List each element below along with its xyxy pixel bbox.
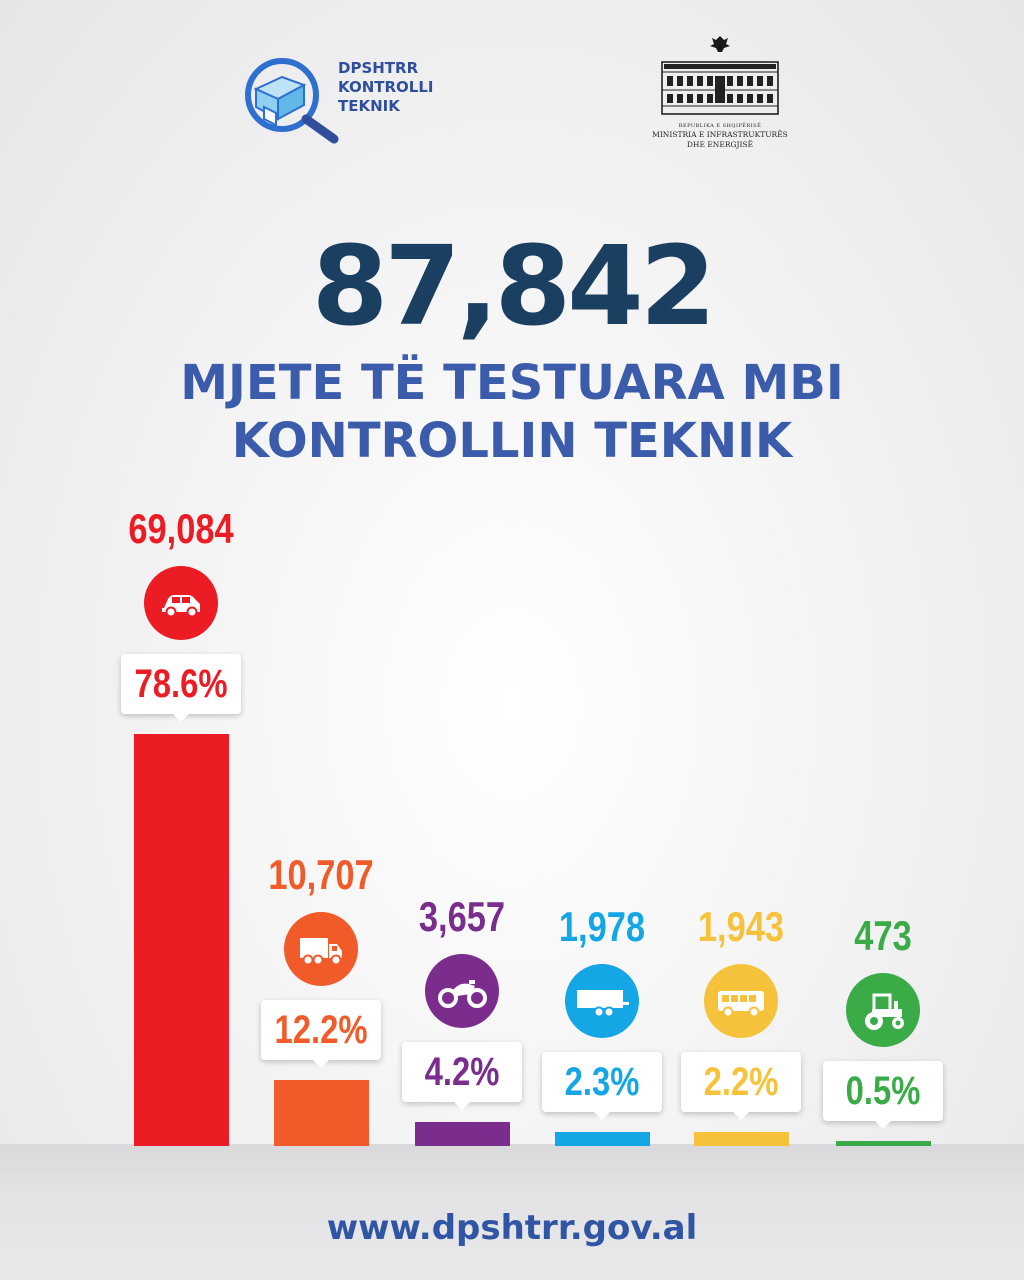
- percent-callout-car: 78.6%: [121, 654, 241, 722]
- headline-subtitle: MJETE TË TESTUARA MBI KONTROLLIN TEKNIK: [0, 354, 1024, 470]
- bar-trailer: [554, 1132, 650, 1146]
- ministry-building-icon: [661, 36, 779, 115]
- trailer-icon: [565, 964, 639, 1038]
- ministry-logo: REPUBLIKA E SHQIPËRISË MINISTRIA E INFRA…: [640, 36, 800, 151]
- total-vehicles: 87,842: [311, 222, 716, 350]
- value-label-truck: 10,707: [268, 851, 374, 898]
- car-icon: [144, 566, 218, 640]
- percent-callout-motorcycle: 4.2%: [402, 1042, 522, 1110]
- value-label-car: 69,084: [128, 505, 234, 552]
- chart-floor: [0, 1144, 1024, 1280]
- footer-url[interactable]: www.dpshtrr.gov.al: [326, 1208, 698, 1248]
- magnifier-logo-icon: [245, 58, 339, 144]
- value-label-tractor: 473: [854, 912, 912, 959]
- bar-car: [133, 734, 229, 1146]
- value-label-bus: 1,943: [697, 903, 785, 950]
- brand-line-2: KONTROLLI: [338, 78, 434, 96]
- bar-tractor: [835, 1141, 931, 1146]
- ministry-name-line-2: DHE ENERGJISË: [686, 140, 754, 149]
- subtitle-line-2: KONTROLLIN TEKNIK: [231, 413, 793, 469]
- truck-icon: [284, 912, 358, 986]
- bus-icon: [704, 964, 778, 1038]
- percent-label-truck: 12.2%: [274, 1008, 368, 1052]
- percent-callout-bus: 2.2%: [681, 1052, 801, 1120]
- ministry-country: REPUBLIKA E SHQIPËRISË: [678, 123, 762, 129]
- percent-label-trailer: 2.3%: [564, 1060, 640, 1104]
- percent-label-tractor: 0.5%: [845, 1069, 921, 1113]
- bar-motorcycle: [414, 1122, 510, 1146]
- value-label-trailer: 1,978: [558, 903, 646, 950]
- percent-label-bus: 2.2%: [703, 1060, 779, 1104]
- percent-callout-trailer: 2.3%: [542, 1052, 662, 1120]
- percent-label-car: 78.6%: [134, 662, 228, 706]
- bar-bus: [693, 1132, 789, 1146]
- value-label-motorcycle: 3,657: [418, 893, 506, 940]
- dpshtrr-logo: DPSHTRR KONTROLLI TEKNIK: [242, 55, 452, 147]
- motorcycle-icon: [425, 954, 499, 1028]
- brand-line-1: DPSHTRR: [338, 59, 419, 77]
- percent-callout-tractor: 0.5%: [823, 1061, 943, 1129]
- tractor-icon: [846, 973, 920, 1047]
- percent-callout-truck: 12.2%: [261, 1000, 381, 1068]
- brand-line-3: TEKNIK: [338, 97, 400, 115]
- bar-truck: [273, 1080, 369, 1146]
- ministry-name-line-1: MINISTRIA E INFRASTRUKTURËS: [652, 130, 788, 139]
- subtitle-line-1: MJETE TË TESTUARA MBI: [180, 355, 844, 411]
- percent-label-motorcycle: 4.2%: [424, 1050, 500, 1094]
